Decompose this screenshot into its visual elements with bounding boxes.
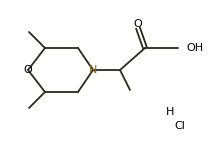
- Text: OH: OH: [186, 43, 203, 53]
- Text: H: H: [166, 107, 174, 117]
- Text: N: N: [89, 65, 97, 75]
- Text: Cl: Cl: [175, 121, 186, 131]
- Text: O: O: [24, 65, 32, 75]
- Text: O: O: [134, 19, 142, 29]
